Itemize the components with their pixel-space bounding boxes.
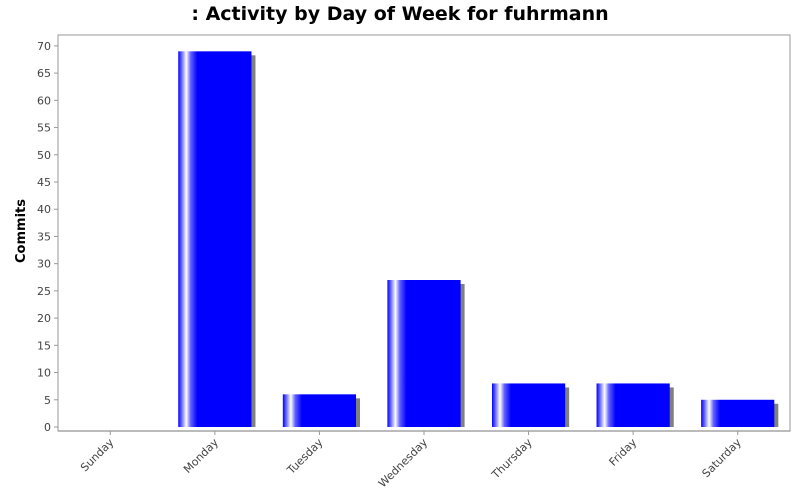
y-tick-label: 20 — [37, 312, 51, 325]
bar-friday — [596, 383, 670, 427]
y-tick-label: 10 — [37, 367, 51, 380]
y-axis-title: Commits — [14, 199, 29, 263]
y-tick-label: 60 — [37, 94, 51, 107]
bar-monday — [178, 51, 252, 427]
y-tick-label: 35 — [37, 230, 51, 243]
y-tick-label: 55 — [37, 122, 51, 135]
bar-saturday — [701, 399, 775, 427]
y-tick-label: 70 — [37, 40, 51, 53]
x-tick-label: Sunday — [78, 436, 117, 475]
x-tick-label: Monday — [181, 436, 221, 476]
y-tick-label: 45 — [37, 176, 51, 189]
x-tick-label: Saturday — [700, 436, 745, 481]
y-tick-label: 30 — [37, 258, 51, 271]
y-tick-label: 25 — [37, 285, 51, 298]
chart-title: : Activity by Day of Week for fuhrmann — [191, 3, 609, 25]
y-tick-label: 65 — [37, 67, 51, 80]
bar-thursday — [491, 383, 566, 427]
y-tick-label: 15 — [37, 339, 51, 352]
x-tick-label: Wednesday — [376, 436, 431, 491]
y-tick-label: 0 — [44, 421, 51, 434]
y-tick-label: 40 — [37, 203, 51, 216]
bar-tuesday — [282, 394, 357, 427]
y-tick-label: 5 — [44, 394, 51, 407]
y-tick-label: 50 — [37, 149, 51, 162]
x-tick-label: Tuesday — [284, 436, 326, 478]
x-tick-label: Friday — [606, 436, 639, 469]
x-tick-label: Thursday — [489, 436, 535, 482]
bar-wednesday — [387, 280, 461, 427]
